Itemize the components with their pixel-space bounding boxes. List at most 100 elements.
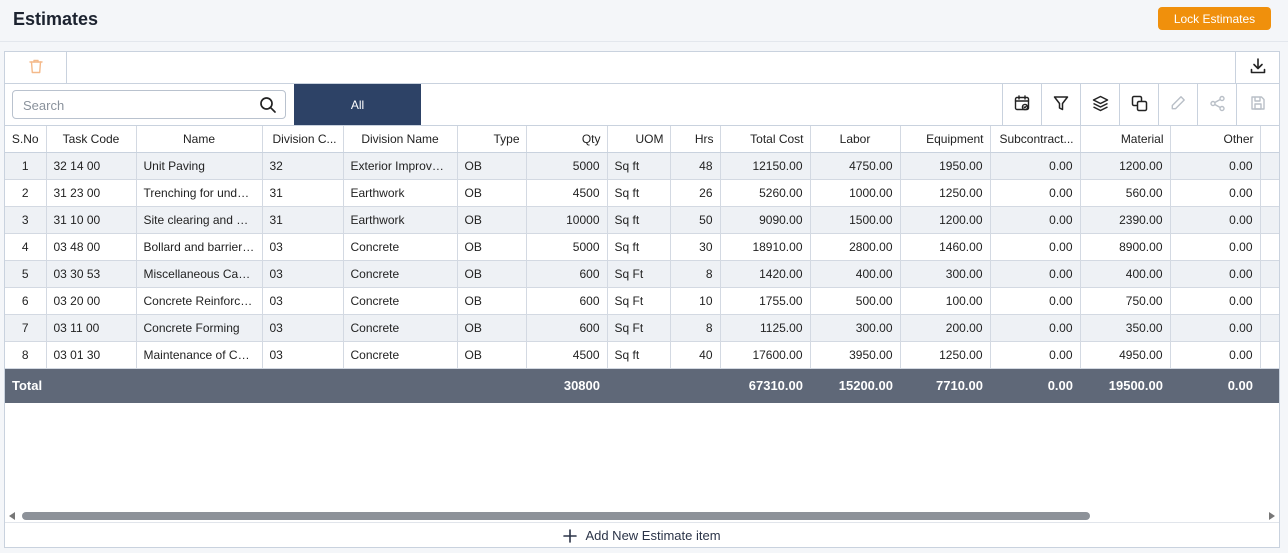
table-row[interactable]: 4 03 48 00 Bollard and barrier in... 03 Conc… [5, 233, 1279, 261]
cell-sno[interactable]: 7 [5, 314, 47, 342]
cell-uom[interactable]: Sq ft [607, 341, 671, 369]
cell-division-code[interactable]: 32 [262, 152, 344, 180]
cell-equipment[interactable]: 200.00 [900, 314, 991, 342]
cell-labor[interactable]: 1500.00 [810, 206, 901, 234]
cell-labor[interactable]: 300.00 [810, 314, 901, 342]
cell-name[interactable]: Unit Paving [136, 152, 263, 180]
cell-subcontract[interactable]: 0.00 [990, 206, 1081, 234]
cell-subcontract[interactable]: 0.00 [990, 314, 1081, 342]
column-header-type[interactable]: Type [457, 126, 527, 153]
cell-subcontract[interactable]: 0.00 [990, 179, 1081, 207]
cell-type[interactable]: OB [457, 152, 527, 180]
tab-all[interactable]: All [294, 84, 421, 125]
cell-total-cost[interactable]: 5260.00 [720, 179, 811, 207]
cell-hrs[interactable]: 8 [670, 260, 721, 288]
cell-division-name[interactable]: Concrete [343, 233, 458, 261]
layers-button[interactable] [1080, 84, 1119, 125]
edit-button[interactable] [1158, 84, 1197, 125]
column-header-hrs[interactable]: Hrs [670, 126, 721, 153]
cell-type[interactable]: OB [457, 260, 527, 288]
cell-hrs[interactable]: 26 [670, 179, 721, 207]
calendar-check-button[interactable] [1002, 84, 1041, 125]
cell-division-name[interactable]: Concrete [343, 341, 458, 369]
cell-equipment[interactable]: 1950.00 [900, 152, 991, 180]
scrollbar-thumb[interactable] [22, 512, 1090, 520]
cell-equipment[interactable]: 1200.00 [900, 206, 991, 234]
cell-sno[interactable]: 8 [5, 341, 47, 369]
cell-division-name[interactable]: Concrete [343, 314, 458, 342]
cell-material[interactable]: 400.00 [1080, 260, 1171, 288]
cell-task-code[interactable]: 31 23 00 [46, 179, 137, 207]
cell-qty[interactable]: 4500 [526, 179, 608, 207]
column-header-labor[interactable]: Labor [810, 126, 901, 153]
cell-name[interactable]: Concrete Forming [136, 314, 263, 342]
cell-name[interactable]: Trenching for undergr... [136, 179, 263, 207]
cell-name[interactable]: Site clearing and gradi... [136, 206, 263, 234]
cell-other[interactable]: 0.00 [1170, 287, 1261, 315]
cell-type[interactable]: OB [457, 314, 527, 342]
column-header-total-cost[interactable]: Total Cost [720, 126, 811, 153]
cell-uom[interactable]: Sq ft [607, 206, 671, 234]
cell-total-cost[interactable]: 1420.00 [720, 260, 811, 288]
cell-material[interactable]: 1200.00 [1080, 152, 1171, 180]
cell-task-code[interactable]: 03 11 00 [46, 314, 137, 342]
cell-task-code[interactable]: 31 10 00 [46, 206, 137, 234]
scroll-right-icon[interactable] [1269, 512, 1275, 520]
cell-name[interactable]: Miscellaneous Cast-in... [136, 260, 263, 288]
cell-other[interactable]: 0.00 [1170, 152, 1261, 180]
cell-labor[interactable]: 500.00 [810, 287, 901, 315]
cell-material[interactable]: 560.00 [1080, 179, 1171, 207]
cell-sno[interactable]: 1 [5, 152, 47, 180]
cell-qty[interactable]: 5000 [526, 233, 608, 261]
cell-name[interactable]: Bollard and barrier in... [136, 233, 263, 261]
cell-total-cost[interactable]: 17600.00 [720, 341, 811, 369]
column-header-material[interactable]: Material [1080, 126, 1171, 153]
cell-subcontract[interactable]: 0.00 [990, 287, 1081, 315]
cell-total-cost[interactable]: 12150.00 [720, 152, 811, 180]
cell-hrs[interactable]: 30 [670, 233, 721, 261]
table-row[interactable]: 8 03 01 30 Maintenance of Cast-... 03 Concre… [5, 341, 1279, 369]
column-header-task-code[interactable]: Task Code [46, 126, 137, 153]
search-icon[interactable] [259, 96, 277, 117]
cell-division-code[interactable]: 03 [262, 287, 344, 315]
cell-type[interactable]: OB [457, 179, 527, 207]
cell-uom[interactable]: Sq Ft [607, 287, 671, 315]
cell-labor[interactable]: 1000.00 [810, 179, 901, 207]
column-header-division-name[interactable]: Division Name [343, 126, 458, 153]
column-header-equipment[interactable]: Equipment [900, 126, 991, 153]
cell-sno[interactable]: 2 [5, 179, 47, 207]
cell-sno[interactable]: 5 [5, 260, 47, 288]
download-button[interactable] [1235, 52, 1279, 83]
cell-uom[interactable]: Sq ft [607, 152, 671, 180]
cell-hrs[interactable]: 8 [670, 314, 721, 342]
cell-other[interactable]: 0.00 [1170, 341, 1261, 369]
cell-material[interactable]: 350.00 [1080, 314, 1171, 342]
column-header-uom[interactable]: UOM [607, 126, 671, 153]
cell-equipment[interactable]: 1250.00 [900, 179, 991, 207]
cell-material[interactable]: 4950.00 [1080, 341, 1171, 369]
cell-task-code[interactable]: 03 30 53 [46, 260, 137, 288]
cell-division-code[interactable]: 03 [262, 314, 344, 342]
cell-name[interactable]: Maintenance of Cast-... [136, 341, 263, 369]
cell-labor[interactable]: 4750.00 [810, 152, 901, 180]
cell-task-code[interactable]: 03 01 30 [46, 341, 137, 369]
cell-division-code[interactable]: 03 [262, 260, 344, 288]
table-row[interactable]: 1 32 14 00 Unit Paving 32 Exterior Improvem.… [5, 152, 1279, 180]
cell-subcontract[interactable]: 0.00 [990, 341, 1081, 369]
cell-type[interactable]: OB [457, 233, 527, 261]
cell-subcontract[interactable]: 0.00 [990, 260, 1081, 288]
table-row[interactable]: 3 31 10 00 Site clearing and gradi... 31 Ear… [5, 206, 1279, 234]
search-input[interactable] [23, 96, 243, 114]
cell-equipment[interactable]: 100.00 [900, 287, 991, 315]
cell-sno[interactable]: 3 [5, 206, 47, 234]
cell-uom[interactable]: Sq ft [607, 179, 671, 207]
cell-division-name[interactable]: Concrete [343, 260, 458, 288]
share-button[interactable] [1197, 84, 1236, 125]
cell-subcontract[interactable]: 0.00 [990, 233, 1081, 261]
column-header-other[interactable]: Other [1170, 126, 1261, 153]
horizontal-scrollbar[interactable] [5, 511, 1279, 521]
cell-total-cost[interactable]: 1755.00 [720, 287, 811, 315]
column-header-sno[interactable]: S.No [5, 126, 47, 153]
cell-division-code[interactable]: 03 [262, 233, 344, 261]
column-header-qty[interactable]: Qty [526, 126, 608, 153]
